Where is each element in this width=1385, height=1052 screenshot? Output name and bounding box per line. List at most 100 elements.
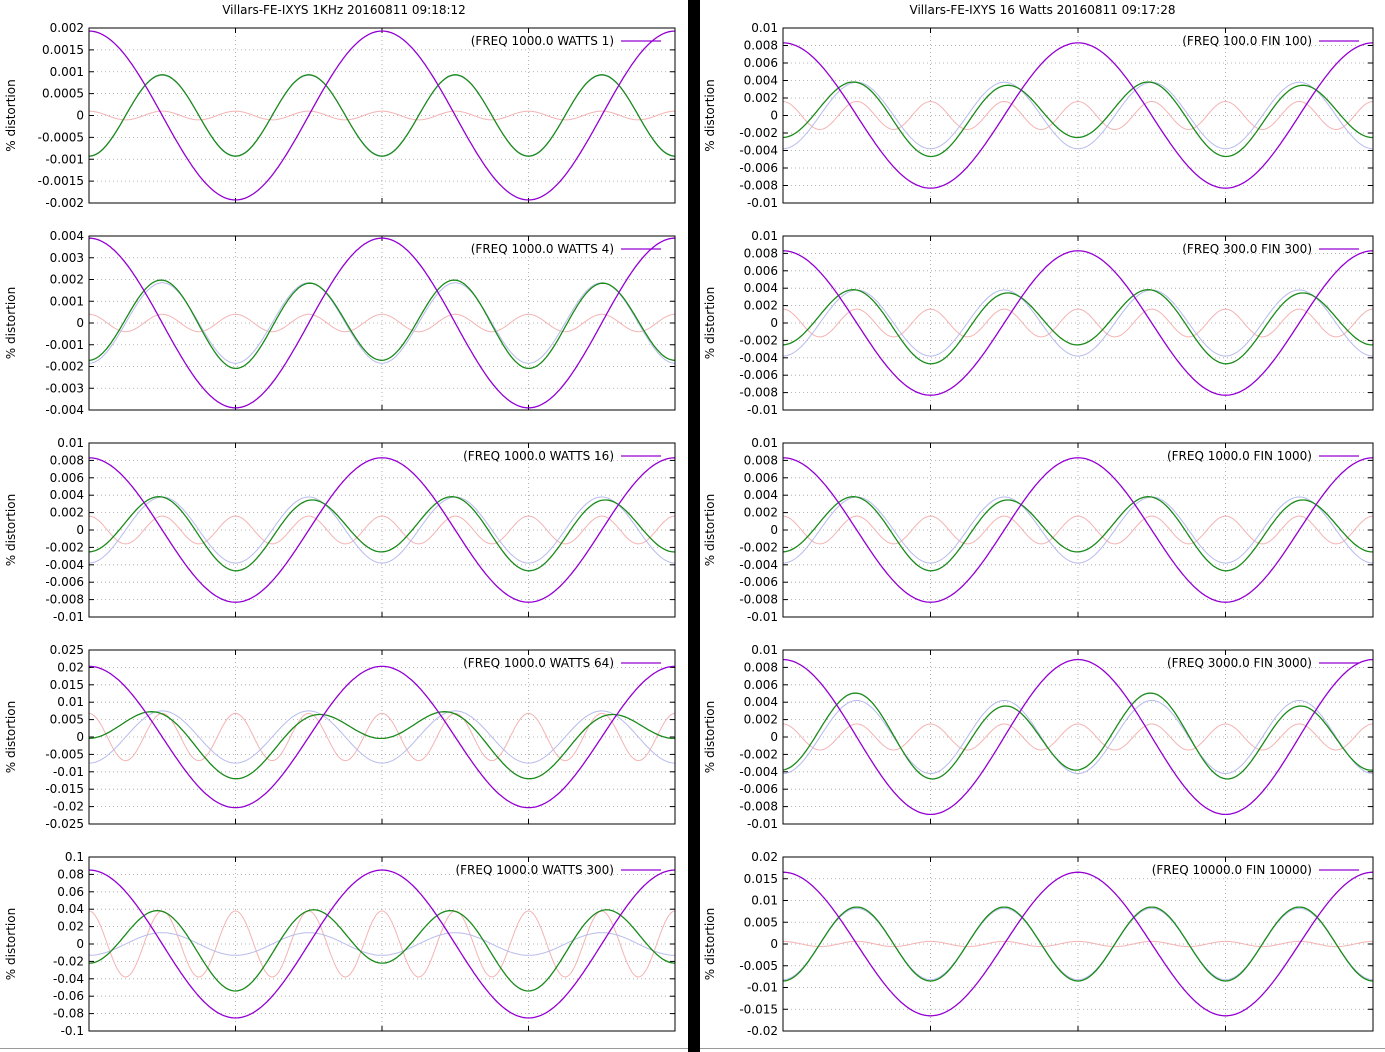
series-line-blue (89, 74, 675, 157)
y-tick-label: -0.0015 (38, 174, 84, 188)
series-line-green (783, 906, 1373, 982)
y-tick-label: 0 (770, 316, 778, 330)
y-tick-label: -0.004 (739, 558, 778, 572)
series-line-pink (783, 100, 1373, 131)
y-tick-label: 0 (770, 109, 778, 123)
y-tick-label: -0.006 (739, 161, 778, 175)
y-tick-label: 0.002 (744, 91, 778, 105)
series-line-blue (783, 289, 1373, 357)
y-tick-label: -0.004 (45, 558, 84, 572)
chart-title-left: Villars-FE-IXYS 1KHz 20160811 09:18:12 (222, 3, 466, 17)
plot-border (782, 649, 1374, 825)
y-tick-label: 0.008 (744, 660, 778, 674)
y-tick-label: 0.02 (57, 660, 84, 674)
series-line-green (783, 692, 1373, 780)
y-tick-label: 0.08 (57, 867, 84, 881)
y-tick-label: 0.005 (50, 713, 84, 727)
y-tick-label: 0.005 (744, 915, 778, 929)
y-tick-label: 0.008 (744, 39, 778, 53)
plot-border (782, 442, 1374, 618)
y-tick-label: 0.002 (50, 273, 84, 287)
y-tick-label: 0.008 (744, 453, 778, 467)
y-tick-label: -0.06 (53, 989, 84, 1003)
series-line-green (89, 909, 675, 992)
y-tick-label: 0.01 (751, 21, 778, 35)
y-tick-label: 0.01 (751, 229, 778, 243)
legend-label: (FREQ 1000.0 WATTS 4) (471, 242, 614, 256)
series-line-magenta (89, 237, 675, 409)
y-axis-label: % distortion (4, 287, 18, 359)
y-tick-label: 0.004 (744, 488, 778, 502)
plot-border (782, 235, 1374, 411)
series-line-blue (89, 282, 675, 364)
y-tick-label: -0.004 (45, 403, 84, 417)
y-tick-label: 0.002 (744, 713, 778, 727)
series-line-magenta (89, 665, 675, 809)
y-tick-label: 0.0005 (42, 87, 84, 101)
y-tick-label: 0 (76, 937, 84, 951)
y-tick-label: -0.002 (739, 747, 778, 761)
y-tick-label: 0.002 (744, 299, 778, 313)
y-tick-label: 0.02 (751, 850, 778, 864)
y-tick-label: 0.01 (751, 436, 778, 450)
y-tick-label: -0.01 (53, 765, 84, 779)
y-tick-label: -0.008 (739, 179, 778, 193)
y-tick-label: -0.008 (45, 593, 84, 607)
y-tick-label: 0.02 (57, 920, 84, 934)
y-tick-label: -0.001 (45, 152, 84, 166)
y-tick-label: -0.01 (747, 817, 778, 831)
y-tick-label: -0.002 (739, 540, 778, 554)
y-tick-label: 0.002 (50, 21, 84, 35)
series-line-blue (783, 700, 1373, 775)
legend-label: (FREQ 300.0 FIN 300) (1182, 242, 1312, 256)
y-tick-label: -0.02 (747, 1024, 778, 1038)
y-tick-label: 0 (76, 316, 84, 330)
y-tick-label: -0.006 (739, 575, 778, 589)
y-axis-label: % distortion (703, 494, 717, 566)
y-tick-label: -0.008 (739, 800, 778, 814)
y-tick-label: 0.004 (50, 488, 84, 502)
y-tick-label: 0.025 (50, 643, 84, 657)
series-line-pink (783, 723, 1373, 751)
plot-border (88, 235, 676, 411)
y-tick-label: -0.006 (739, 368, 778, 382)
y-tick-label: 0.01 (57, 695, 84, 709)
y-axis-label: % distortion (703, 79, 717, 151)
y-tick-label: -0.08 (53, 1007, 84, 1021)
y-tick-label: -0.01 (53, 610, 84, 624)
y-axis-label: % distortion (4, 494, 18, 566)
series-line-pink (89, 910, 675, 978)
series-line-magenta (783, 658, 1373, 816)
panel-divider (688, 0, 700, 1052)
y-tick-label: -0.008 (739, 386, 778, 400)
y-tick-label: -0.006 (739, 782, 778, 796)
series-line-magenta (89, 869, 675, 1019)
series-line-blue (89, 932, 675, 956)
y-tick-label: 0 (770, 937, 778, 951)
series-line-green (783, 289, 1373, 365)
y-tick-label: 0.001 (50, 294, 84, 308)
legend-label: (FREQ 1000.0 WATTS 1) (471, 34, 614, 48)
series-line-blue (89, 496, 675, 564)
y-tick-label: 0.002 (50, 506, 84, 520)
y-tick-label: 0 (76, 730, 84, 744)
y-axis-label: % distortion (703, 908, 717, 980)
series-line-green (89, 279, 675, 370)
series-line-pink (89, 712, 675, 762)
y-tick-label: 0.004 (744, 281, 778, 295)
series-line-magenta (89, 30, 675, 201)
series-line-pink (89, 515, 675, 545)
series-line-pink (783, 308, 1373, 338)
y-tick-label: 0.003 (50, 251, 84, 265)
y-tick-label: -0.015 (45, 782, 84, 796)
y-tick-label: 0.001 (50, 65, 84, 79)
legend-label: (FREQ 10000.0 FIN 10000) (1152, 863, 1312, 877)
y-tick-label: 0.0015 (42, 43, 84, 57)
series-line-pink (89, 313, 675, 333)
y-tick-label: -0.02 (53, 954, 84, 968)
series-line-green (89, 74, 675, 157)
y-tick-label: 0.006 (50, 471, 84, 485)
y-axis-label: % distortion (703, 287, 717, 359)
y-tick-label: 0.006 (744, 56, 778, 70)
